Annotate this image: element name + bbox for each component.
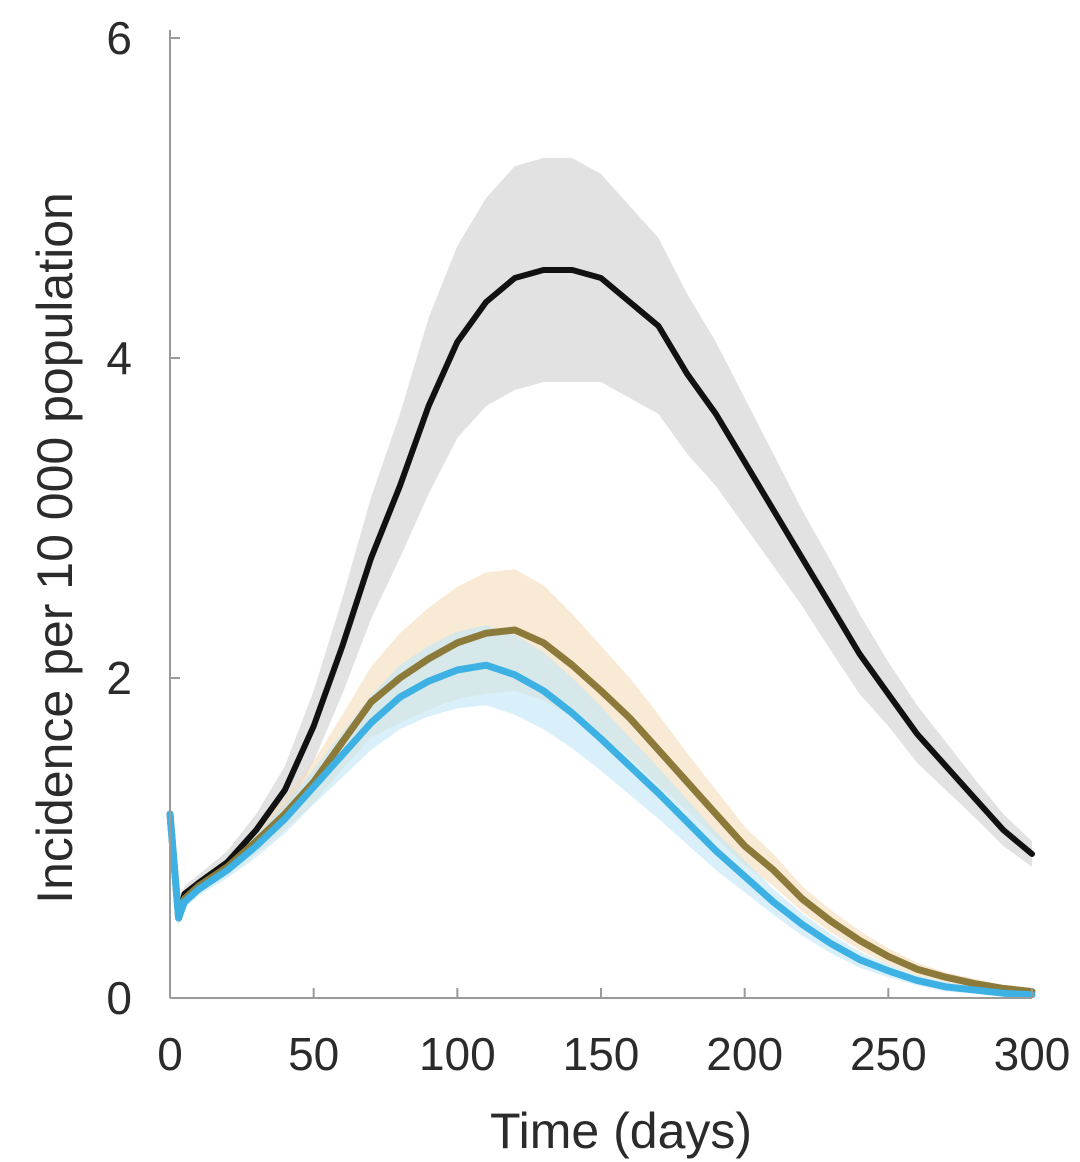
y-tick-label: 2 xyxy=(106,652,132,704)
x-tick-label: 100 xyxy=(419,1028,496,1080)
series-0-line xyxy=(167,267,1035,921)
y-tick-label: 4 xyxy=(106,332,132,384)
series-2-band xyxy=(170,625,1032,998)
y-tick-label: 0 xyxy=(106,972,132,1024)
x-tick-label: 250 xyxy=(850,1028,927,1080)
x-tick-label: 300 xyxy=(994,1028,1071,1080)
x-tick-label: 150 xyxy=(563,1028,640,1080)
y-tick-label: 6 xyxy=(106,12,132,64)
series-0-band xyxy=(170,158,1032,926)
x-tick-label: 50 xyxy=(288,1028,339,1080)
confidence-bands xyxy=(170,158,1032,998)
x-axis-ticks: 0 50 100 150 200 250 300 xyxy=(157,988,1070,1080)
x-tick-label: 200 xyxy=(706,1028,783,1080)
x-axis-label: Time (days) xyxy=(490,1103,752,1159)
series-2-line xyxy=(166,661,1036,999)
x-tick-label: 0 xyxy=(157,1028,183,1080)
series-1-band xyxy=(170,569,1032,995)
series-lines xyxy=(166,267,1036,999)
y-axis-ticks: 0 2 4 6 xyxy=(106,12,180,1024)
y-axis-label: Incidence per 10 000 population xyxy=(27,192,83,904)
